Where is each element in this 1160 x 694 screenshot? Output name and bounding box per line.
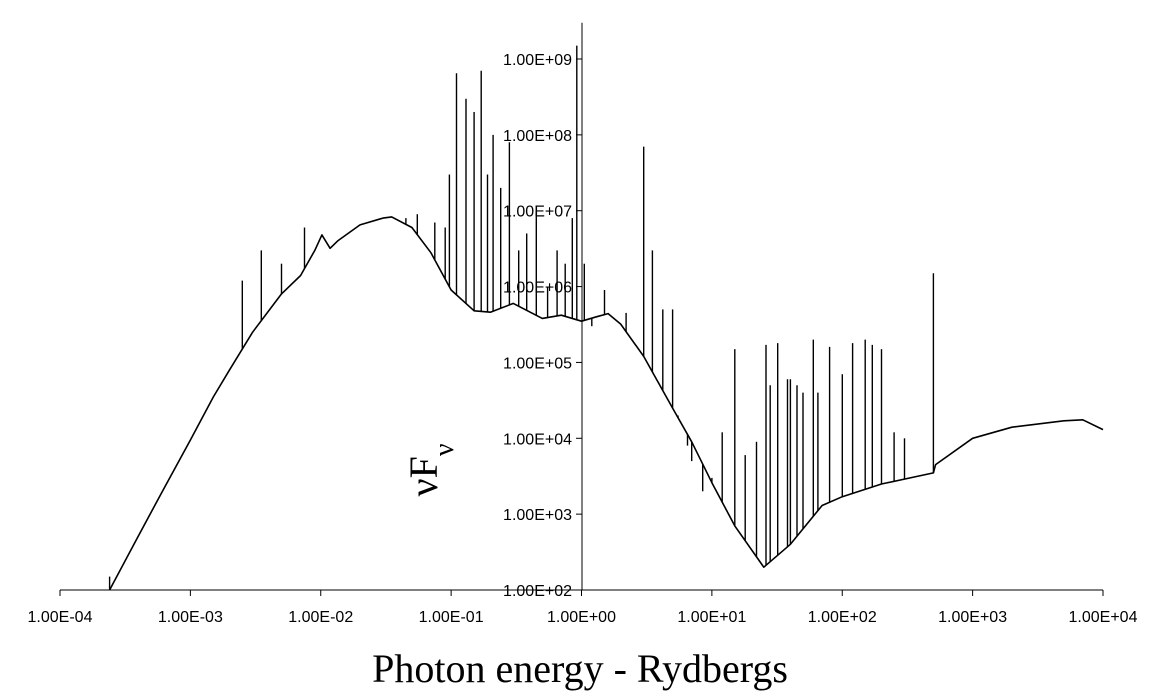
- y-tick-label: 1.00E+05: [503, 355, 572, 372]
- y-axis-title: νFν: [401, 443, 460, 496]
- x-tick-label: 1.00E+02: [808, 609, 877, 626]
- x-tick-label: 1.00E+00: [547, 609, 616, 626]
- y-tick-label: 1.00E+03: [503, 507, 572, 524]
- x-tick-label: 1.00E-02: [288, 609, 353, 626]
- x-tick-label: 1.00E+01: [677, 609, 746, 626]
- plot-lines: [108, 45, 1104, 591]
- y-tick-label: 1.00E+02: [503, 583, 572, 600]
- y-axis-title-main: νF: [401, 456, 446, 496]
- x-tick-label: 1.00E+03: [938, 609, 1007, 626]
- y-tick-label: 1.00E+07: [503, 204, 572, 221]
- x-tick-label: 1.00E+04: [1069, 609, 1138, 626]
- spectrum-continuum-line: [108, 216, 1104, 591]
- x-tick-label: 1.00E-01: [419, 609, 484, 626]
- y-axis-title-sub: ν: [429, 443, 460, 456]
- y-tick-label: 1.00E+06: [503, 280, 572, 297]
- y-tick-label: 1.00E+08: [503, 128, 572, 145]
- y-tick-label: 1.00E+04: [503, 431, 572, 448]
- x-tick-label: 1.00E-04: [28, 609, 93, 626]
- y-tick-label: 1.00E+09: [503, 52, 572, 69]
- x-tick-label: 1.00E-03: [158, 609, 223, 626]
- tick-labels: 1.00E-04 1.00E-03 1.00E-02 1.00E-01 1.00E+00…: [28, 52, 1138, 626]
- axes: [59, 22, 1104, 596]
- x-axis-title: Photon energy - Rydbergs: [372, 646, 788, 691]
